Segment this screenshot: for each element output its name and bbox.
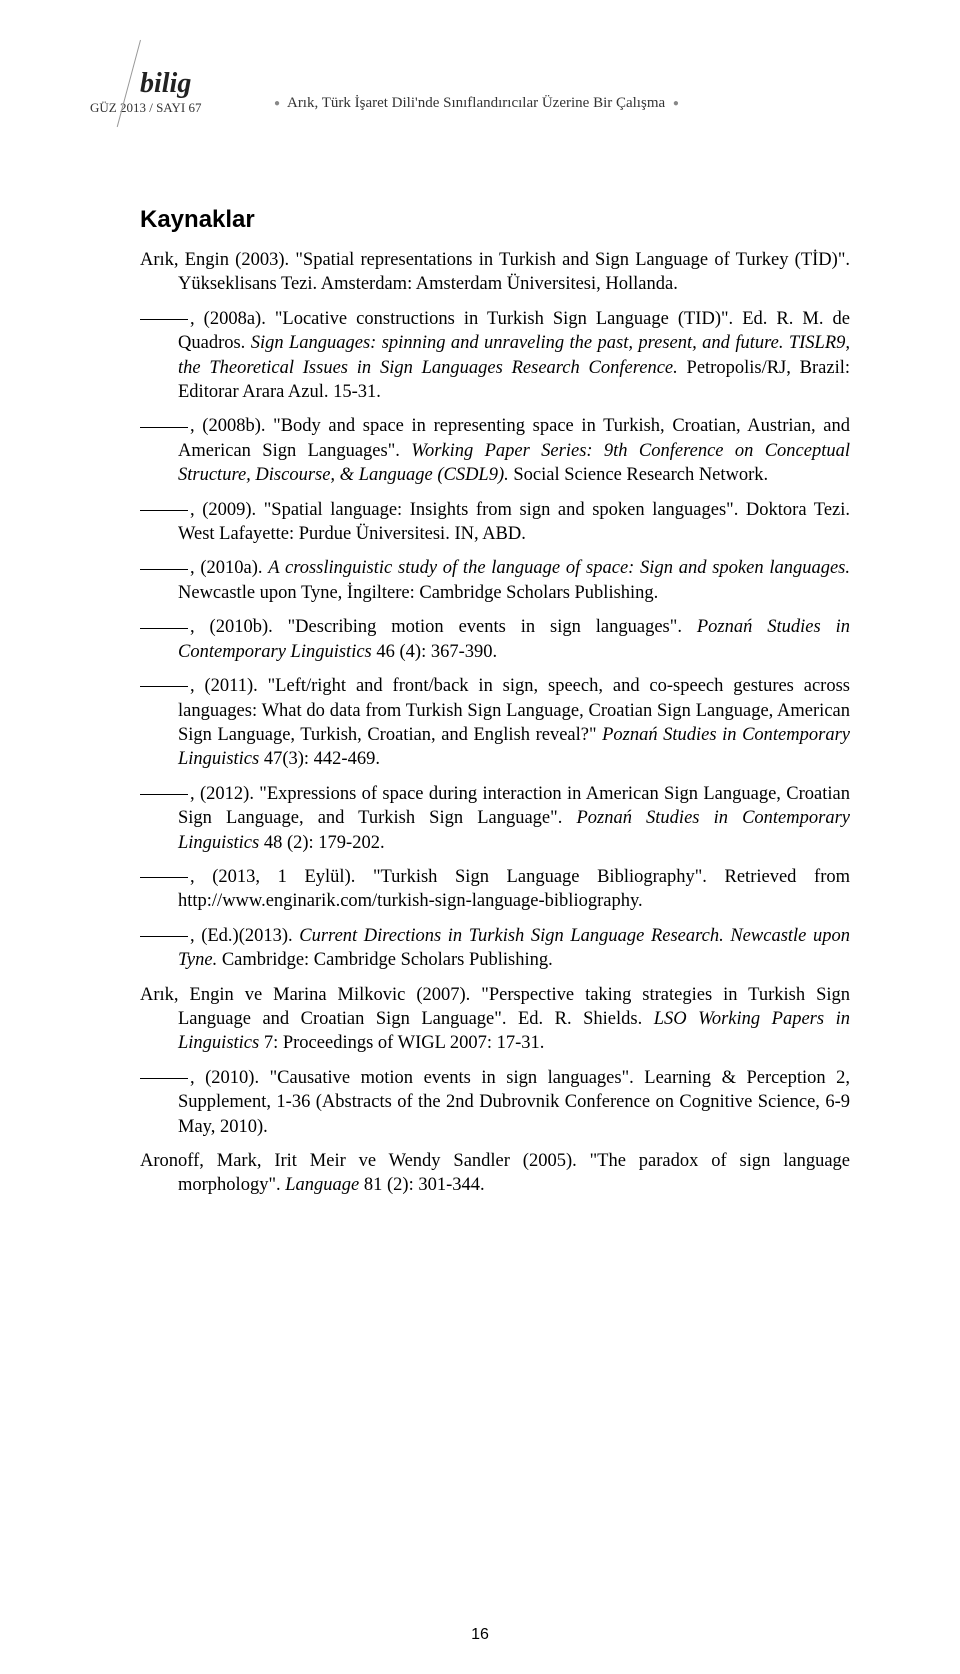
running-head-text: Arık, Türk İşaret Dili'nde Sınıflandırıc… xyxy=(287,95,665,111)
reference-entry: , (Ed.)(2013). Current Directions in Tur… xyxy=(140,924,850,973)
repeat-author-dash xyxy=(140,427,188,428)
bullet-icon: ● xyxy=(274,98,280,109)
reference-text: Arık, Engin ve Marina Milkovic (2007). "… xyxy=(140,985,850,1054)
reference-entry: , (2008b). "Body and space in representi… xyxy=(140,414,850,487)
page: bilig GÜZ 2013 / SAYI 67 ● Arık, Türk İş… xyxy=(0,0,960,1674)
reference-entry: Arık, Engin ve Marina Milkovic (2007). "… xyxy=(140,983,850,1056)
reference-entry: , (2013, 1 Eylül). "Turkish Sign Languag… xyxy=(140,865,850,914)
reference-text: , (2008b). "Body and space in representi… xyxy=(178,416,850,485)
reference-text: , (2013, 1 Eylül). "Turkish Sign Languag… xyxy=(178,867,850,911)
journal-name: bilig xyxy=(140,70,850,98)
reference-text: Aronoff, Mark, Irit Meir ve Wendy Sandle… xyxy=(140,1151,850,1195)
reference-text: Arık, Engin (2003). "Spatial representat… xyxy=(140,250,850,294)
repeat-author-dash xyxy=(140,794,188,795)
reference-entry: Arık, Engin (2003). "Spatial representat… xyxy=(140,248,850,297)
page-number: 16 xyxy=(0,1626,960,1644)
repeat-author-dash xyxy=(140,1078,188,1079)
reference-entry: , (2009). "Spatial language: Insights fr… xyxy=(140,498,850,547)
reference-text: , (Ed.)(2013). Current Directions in Tur… xyxy=(178,926,850,970)
reference-text: , (2009). "Spatial language: Insights fr… xyxy=(178,500,850,544)
reference-text: , (2010). "Causative motion events in si… xyxy=(178,1068,850,1137)
reference-entry: , (2012). "Expressions of space during i… xyxy=(140,782,850,855)
repeat-author-dash xyxy=(140,319,188,320)
references-list: Arık, Engin (2003). "Spatial representat… xyxy=(140,248,850,1198)
bullet-icon: ● xyxy=(673,98,679,109)
reference-text: , (2010b). "Describing motion events in … xyxy=(178,617,850,661)
repeat-author-dash xyxy=(140,686,188,687)
reference-entry: , (2011). "Left/right and front/back in … xyxy=(140,674,850,772)
repeat-author-dash xyxy=(140,877,188,878)
running-head: ● Arık, Türk İşaret Dili'nde Sınıflandır… xyxy=(270,95,683,112)
reference-entry: , (2010). "Causative motion events in si… xyxy=(140,1066,850,1139)
reference-entry: Aronoff, Mark, Irit Meir ve Wendy Sandle… xyxy=(140,1149,850,1198)
section-title: Kaynaklar xyxy=(140,206,850,234)
reference-text: , (2011). "Left/right and front/back in … xyxy=(178,676,850,769)
reference-text: , (2012). "Expressions of space during i… xyxy=(178,784,850,853)
reference-text: , (2010a). A crosslinguistic study of th… xyxy=(178,558,850,602)
repeat-author-dash xyxy=(140,628,188,629)
reference-entry: , (2008a). "Locative constructions in Tu… xyxy=(140,307,850,405)
repeat-author-dash xyxy=(140,569,188,570)
reference-entry: , (2010b). "Describing motion events in … xyxy=(140,615,850,664)
reference-text: , (2008a). "Locative constructions in Tu… xyxy=(178,309,850,402)
repeat-author-dash xyxy=(140,936,188,937)
reference-entry: , (2010a). A crosslinguistic study of th… xyxy=(140,556,850,605)
repeat-author-dash xyxy=(140,510,188,511)
